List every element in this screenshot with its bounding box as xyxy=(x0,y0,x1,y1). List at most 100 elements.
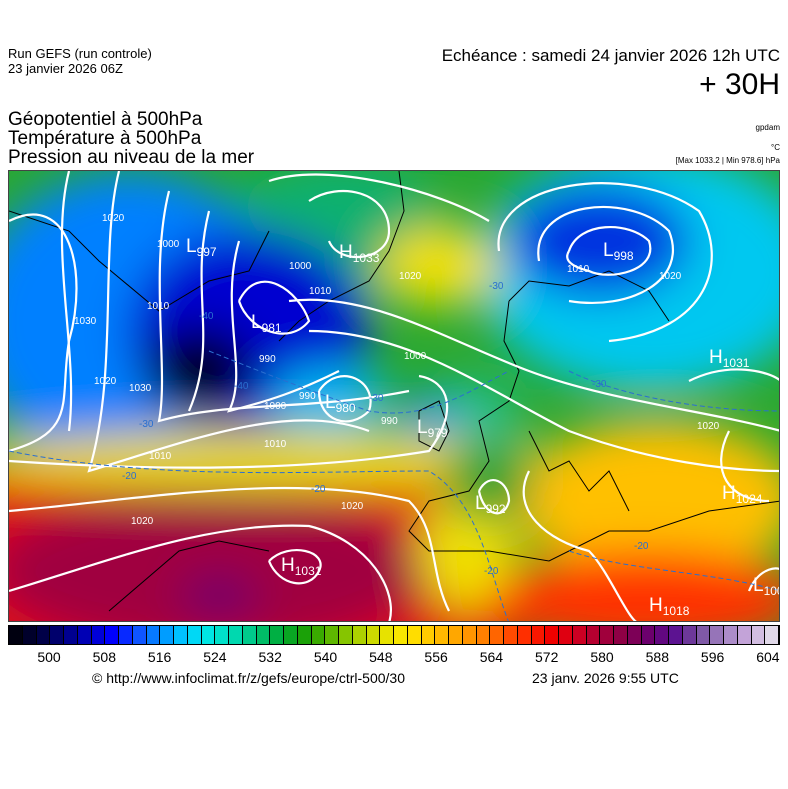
isobar-label: 1030 xyxy=(74,316,97,327)
pressure-center: L979 xyxy=(417,417,448,440)
temperature-label: -30 xyxy=(489,281,504,292)
pressure-center: L998 xyxy=(603,240,634,263)
colorbar-cell xyxy=(655,626,669,644)
geopotential-shading xyxy=(9,171,779,621)
colorbar-cell xyxy=(270,626,284,644)
colorbar-tick-label: 588 xyxy=(645,649,669,665)
isobar-label: 1000 xyxy=(157,239,180,250)
colorbar-cell xyxy=(311,626,326,644)
temperature-label: -30 xyxy=(369,393,384,404)
colorbar xyxy=(8,625,780,645)
pressure-center: L980 xyxy=(325,392,356,415)
colorbar-tick-label: 508 xyxy=(92,649,116,665)
pressure-center: H1018 xyxy=(649,595,690,618)
colorbar-cell xyxy=(366,626,381,644)
colorbar-cell xyxy=(36,626,51,644)
temperature-label: -20 xyxy=(634,541,649,552)
colorbar-cell xyxy=(160,626,174,644)
colorbar-tick-label: 604 xyxy=(756,649,780,665)
colorbar-cell xyxy=(64,626,78,644)
colorbar-cell xyxy=(201,626,216,644)
isobar-label: 1020 xyxy=(341,501,364,512)
colorbar-tick-label: 580 xyxy=(590,649,614,665)
colorbar-cell xyxy=(215,626,229,644)
run-model: Run GEFS (run controle) xyxy=(8,46,152,61)
colorbar-tick-label: 532 xyxy=(258,649,282,665)
colorbar-cell xyxy=(476,626,491,644)
colorbar-cell xyxy=(146,626,161,644)
isobar-label: 1010 xyxy=(309,286,332,297)
colorbar-cell xyxy=(531,626,546,644)
isobar-label: 1020 xyxy=(94,376,117,387)
pressure-center: L992 xyxy=(475,493,506,516)
colorbar-cell xyxy=(765,626,779,644)
colorbar-cell xyxy=(669,626,683,644)
isobar-label: 1000 xyxy=(289,261,312,272)
colorbar-tick-label: 540 xyxy=(313,649,338,665)
run-info: Run GEFS (run controle) 23 janvier 2026 … xyxy=(8,46,152,76)
unit-pressure-range: [Max 1033.2 | Min 978.6] hPa xyxy=(675,156,780,165)
title-geopotential: Géopotentiel à 500hPa xyxy=(8,109,203,130)
generated-time: 23 janv. 2026 9:55 UTC xyxy=(532,670,679,686)
isobar-label: 1020 xyxy=(697,421,720,432)
isobar-label: 1020 xyxy=(399,271,422,282)
isobar-label: 1020 xyxy=(102,213,125,224)
colorbar-cell xyxy=(229,626,243,644)
colorbar-cell xyxy=(394,626,408,644)
colorbar-cell xyxy=(545,626,559,644)
isobar-label: 1000 xyxy=(264,401,287,412)
isobar-label: 1000 xyxy=(404,351,427,362)
lead-time: + 30H xyxy=(699,68,780,101)
colorbar-cell xyxy=(682,626,697,644)
colorbar-cell xyxy=(256,626,271,644)
pressure-center: L100 xyxy=(753,575,779,598)
colorbar-cell xyxy=(449,626,463,644)
colorbar-cell xyxy=(9,626,23,644)
colorbar-tick-label: 556 xyxy=(424,649,448,665)
unit-temperature: °C xyxy=(771,143,780,152)
temperature-label: -20 xyxy=(122,471,137,482)
pressure-center: H1031 xyxy=(281,555,322,578)
temperature-label: -30 xyxy=(592,379,607,390)
copyright: © http://www.infoclimat.fr/z/gefs/europe… xyxy=(92,670,406,686)
colorbar-cell xyxy=(352,626,367,644)
title-pressure: Pression au niveau de la mer xyxy=(8,147,255,168)
colorbar-cell xyxy=(421,626,436,644)
colorbar-cell xyxy=(572,626,587,644)
temperature-label: -20 xyxy=(311,484,326,495)
colorbar-cell xyxy=(91,626,106,644)
colorbar-tick-label: 564 xyxy=(479,649,504,665)
colorbar-cell xyxy=(407,626,422,644)
pressure-center: H1033 xyxy=(339,242,380,265)
colorbar-cell xyxy=(297,626,312,644)
field-titles: Géopotentiel à 500hPa Température à 500h… xyxy=(8,110,254,167)
temperature-label: -20 xyxy=(484,566,499,577)
colorbar-cell xyxy=(22,626,37,644)
unit-geopotential: gpdam xyxy=(755,123,780,132)
coastlines xyxy=(9,171,779,612)
colorbar-tick-label: 500 xyxy=(37,649,61,665)
temperature-label: -40 xyxy=(234,381,249,392)
colorbar-cell xyxy=(641,626,656,644)
colorbar-cell xyxy=(504,626,518,644)
colorbar-cell xyxy=(174,626,188,644)
title-temperature: Température à 500hPa xyxy=(8,128,202,149)
isobar-label: 1020 xyxy=(659,271,682,282)
colorbar-cell xyxy=(435,626,449,644)
valid-time: Echéance : samedi 24 janvier 2026 12h UT… xyxy=(441,46,780,65)
weather-map: L997 H1033 L981 L980 L979 L998 H1031 L99… xyxy=(8,170,780,622)
colorbar-cell xyxy=(559,626,573,644)
colorbar-tick-label: 548 xyxy=(369,649,393,665)
isobar-label: 1010 xyxy=(147,301,170,312)
colorbar-cell xyxy=(132,626,147,644)
colorbar-cell xyxy=(462,626,477,644)
colorbar-cell xyxy=(737,626,752,644)
colorbar-cell xyxy=(600,626,614,644)
colorbar-tick-label: 516 xyxy=(147,649,172,665)
colorbar-cell xyxy=(325,626,339,644)
colorbar-cell xyxy=(751,626,766,644)
colorbar-cell xyxy=(696,626,711,644)
temperature-label: -40 xyxy=(199,311,214,322)
colorbar-cell xyxy=(490,626,504,644)
isobar-label: 1010 xyxy=(567,264,590,275)
